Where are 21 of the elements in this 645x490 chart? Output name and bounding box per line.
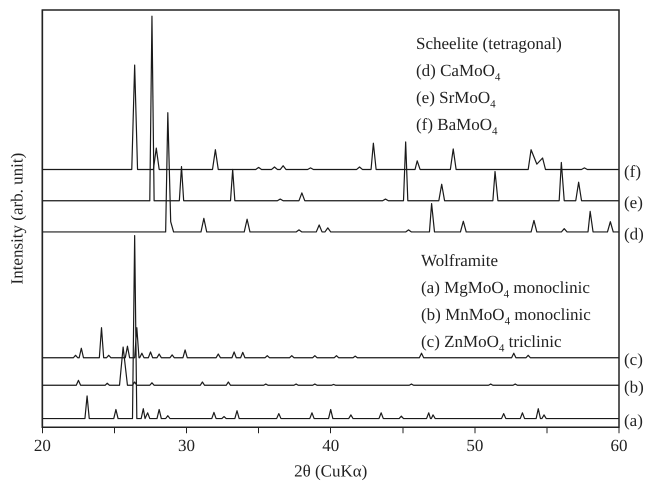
annotation: (c) ZnMoO$_{4}$ triclinic — [421, 332, 562, 354]
series-label: (f) — [624, 162, 641, 181]
series-label: (d) — [624, 224, 644, 244]
series-label: (e) — [624, 193, 643, 212]
series-label: (c) — [624, 350, 643, 370]
x-tick-label: 40 — [322, 436, 340, 455]
annotation: Wolframite — [421, 251, 498, 270]
series-label: (b) — [624, 378, 644, 397]
annotation: Scheelite (tetragonal) — [416, 34, 562, 53]
x-tick-label: 30 — [178, 436, 196, 455]
annotation: (b) MnMoO$_{4}$ monoclinic — [421, 305, 591, 328]
y-axis-title: Intensity (arb. unit) — [8, 152, 27, 284]
annotation: (a) MgMoO$_{4}$ monoclinic — [421, 278, 590, 300]
annotation: (f) BaMoO$_{4}$ — [416, 115, 498, 138]
x-axis-title: 2θ (CuKα) — [294, 461, 368, 480]
annotation: (d) CaMoO$_{4}$ — [416, 61, 500, 84]
x-tick-label: 60 — [610, 436, 628, 455]
annotation: (e) SrMoO$_{4}$ — [416, 88, 496, 110]
x-tick-label: 20 — [34, 436, 51, 455]
x-tick-label: 50 — [466, 436, 484, 455]
series-label: (a) — [624, 411, 643, 430]
